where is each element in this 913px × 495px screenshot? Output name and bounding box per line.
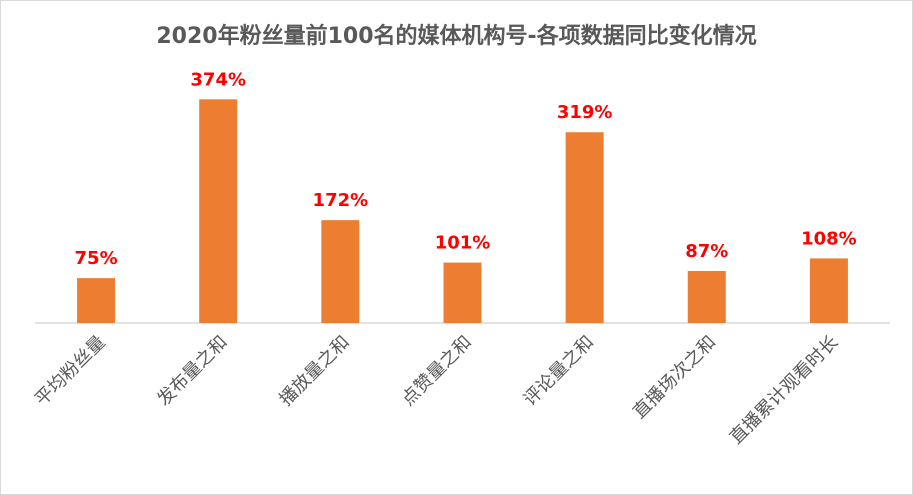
- bar-7: [809, 258, 848, 323]
- data-label-4: 101%: [435, 233, 491, 254]
- x-tick-label-4: 点赞量之和: [398, 332, 476, 410]
- x-tick-label-5: 评论量之和: [520, 332, 598, 410]
- x-tick-label-6: 直播场次之和: [629, 332, 720, 423]
- data-label-3: 172%: [313, 190, 369, 211]
- bar-6: [687, 270, 726, 323]
- bar-4: [443, 262, 482, 323]
- data-label-2: 374%: [190, 69, 246, 90]
- bar-5: [565, 132, 604, 323]
- x-tick-label-1: 平均粉丝量: [31, 332, 109, 410]
- data-label-5: 319%: [557, 102, 613, 123]
- bar-3: [321, 220, 360, 323]
- bar-2: [199, 99, 238, 324]
- chart-title: 2020年粉丝量前100名的媒体机构号-各项数据同比变化情况: [156, 24, 757, 49]
- x-tick-label-7: 直播累计观看时长: [726, 332, 843, 449]
- data-label-6: 87%: [685, 241, 728, 262]
- x-tick-label-3: 播放量之和: [275, 332, 353, 410]
- bar-1: [77, 278, 116, 323]
- data-label-7: 108%: [801, 228, 857, 249]
- x-tick-label-2: 发布量之和: [153, 332, 231, 410]
- data-label-1: 75%: [75, 248, 118, 269]
